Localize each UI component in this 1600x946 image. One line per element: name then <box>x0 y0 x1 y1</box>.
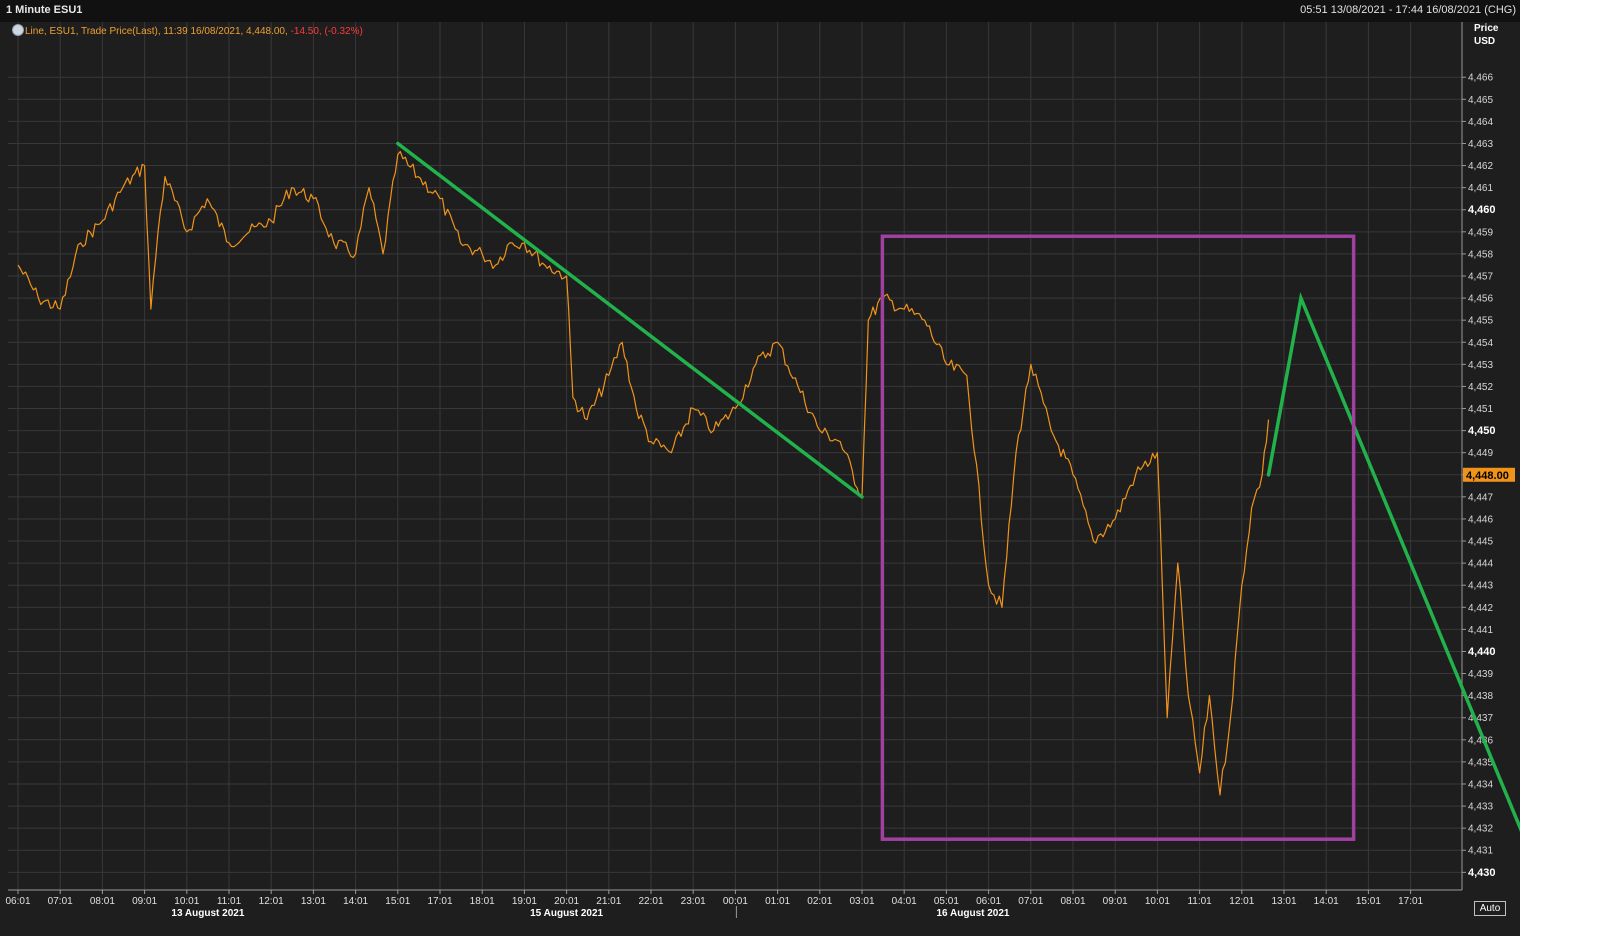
y-tick-label: 4,459 <box>1468 227 1493 238</box>
y-tick-label: 4,462 <box>1468 161 1493 172</box>
last-price-label: 4,448.00 <box>1466 470 1509 482</box>
y-tick-label: 4,434 <box>1468 779 1493 790</box>
y-tick-label: 4,430 <box>1468 867 1496 879</box>
y-tick-label: 4,431 <box>1468 846 1493 857</box>
x-tick-label: 01:01 <box>765 896 790 907</box>
y-tick-label: 4,438 <box>1468 691 1493 702</box>
y-tick-label: 4,460 <box>1468 204 1496 216</box>
y-tick-label: 4,445 <box>1468 537 1493 548</box>
x-tick-label: 12:01 <box>259 896 284 907</box>
highlight-box <box>880 234 1356 841</box>
y-tick-label: 4,435 <box>1468 757 1493 768</box>
date-range[interactable]: 05:51 13/08/2021 - 17:44 16/08/2021 (CHG… <box>1300 4 1516 16</box>
x-tick-label: 17:01 <box>1398 896 1423 907</box>
y-tick-label: 4,465 <box>1468 95 1493 106</box>
y-tick-label: 4,455 <box>1468 316 1493 327</box>
y-tick-label: 4,461 <box>1468 183 1493 194</box>
chart-window: 4,430 4,431 4,432 4,433 4,434 4,435 4,436 4,437… <box>0 0 1520 936</box>
y-tick-label: 4,458 <box>1468 249 1493 260</box>
x-tick-label: 03:01 <box>849 896 874 907</box>
y-tick-label: 4,441 <box>1468 625 1493 636</box>
x-tick-label: 21:01 <box>596 896 621 907</box>
y-tick-label: 4,451 <box>1468 404 1493 415</box>
legend-text: Line, ESU1, Trade Price(Last), 11:39 16/… <box>25 26 291 37</box>
x-tick-label: 12:01 <box>1229 896 1254 907</box>
x-tick-label: 15:01 <box>385 896 410 907</box>
last-price-tag <box>1463 467 1515 482</box>
trendline <box>396 141 864 499</box>
x-tick-label: 08:01 <box>90 896 115 907</box>
x-tick-label: 15:01 <box>1356 896 1381 907</box>
x-tick-label: 05:01 <box>934 896 959 907</box>
price-line <box>17 150 1270 796</box>
chart-legend[interactable]: Line, ESU1, Trade Price(Last), 11:39 16/… <box>12 24 363 37</box>
x-tick-label: 04:01 <box>892 896 917 907</box>
y-tick-label: 4,436 <box>1468 735 1493 746</box>
window-title: 1 Minute ESU1 <box>6 4 83 16</box>
y-tick-label: 4,466 <box>1468 73 1493 84</box>
y-tick-label: 4,464 <box>1468 117 1493 128</box>
price-axis-currency: USD <box>1474 36 1496 47</box>
x-tick-label: 19:01 <box>512 896 537 907</box>
x-tick-label: 09:01 <box>1103 896 1128 907</box>
y-tick-label: 4,452 <box>1468 382 1493 393</box>
x-tick-label: 02:01 <box>807 896 832 907</box>
price-axis-title: Price <box>1474 23 1499 34</box>
y-tick-label: 4,453 <box>1468 360 1493 371</box>
y-tick-label: 4,440 <box>1468 646 1496 658</box>
x-tick-label: 13:01 <box>1271 896 1296 907</box>
y-tick-label: 4,437 <box>1468 713 1493 724</box>
y-tick-label: 4,463 <box>1468 139 1493 150</box>
auto-scale-button[interactable]: Auto <box>1474 901 1506 916</box>
price-chart[interactable]: 4,430 4,431 4,432 4,433 4,434 4,435 4,436 4,437… <box>0 0 1520 936</box>
x-tick-label: 09:01 <box>132 896 157 907</box>
x-tick-label: 20:01 <box>554 896 579 907</box>
x-tick-label: 06:01 <box>976 896 1001 907</box>
x-tick-label: 11:01 <box>217 896 242 907</box>
y-tick-label: 4,449 <box>1468 448 1493 459</box>
x-tick-label: 11:01 <box>1187 896 1212 907</box>
x-tick-label: 06:01 <box>5 896 30 907</box>
y-tick-label: 4,446 <box>1468 514 1493 525</box>
y-tick-label: 4,457 <box>1468 271 1493 282</box>
y-tick-label: 4,443 <box>1468 581 1493 592</box>
y-tick-label: 4,450 <box>1468 425 1496 437</box>
trendline <box>1266 291 1520 833</box>
x-tick-label: 17:01 <box>427 896 452 907</box>
y-tick-label: 4,432 <box>1468 824 1493 835</box>
y-tick-label: 4,447 <box>1468 492 1493 503</box>
x-tick-label: 14:01 <box>1314 896 1339 907</box>
chart-settings-icon[interactable] <box>12 24 24 36</box>
x-tick-label: 10:01 <box>1145 896 1170 907</box>
x-tick-label: 14:01 <box>343 896 368 907</box>
x-tick-label: 18:01 <box>470 896 495 907</box>
date-label: 13 August 2021 <box>171 908 244 919</box>
y-tick-label: 4,454 <box>1468 338 1493 349</box>
window-titlebar: 1 Minute ESU1 05:51 13/08/2021 - 17:44 1… <box>0 0 1520 22</box>
x-tick-label: 10:01 <box>174 896 199 907</box>
y-tick-label: 4,442 <box>1468 603 1493 614</box>
y-tick-label: 4,456 <box>1468 294 1493 305</box>
x-tick-label: 22:01 <box>638 896 663 907</box>
x-tick-label: 00:01 <box>723 896 748 907</box>
x-tick-label: 08:01 <box>1060 896 1085 907</box>
x-tick-label: 07:01 <box>1018 896 1043 907</box>
date-label: 16 August 2021 <box>937 908 1010 919</box>
price-axis-header: Price USD <box>1474 22 1498 48</box>
y-tick-label: 4,439 <box>1468 669 1493 680</box>
y-tick-label: 4,444 <box>1468 559 1493 570</box>
x-tick-label: 13:01 <box>301 896 326 907</box>
date-label: 15 August 2021 <box>530 908 603 919</box>
legend-change: -14.50, (-0.32%) <box>290 26 363 37</box>
y-tick-label: 4,433 <box>1468 802 1493 813</box>
x-tick-label: 23:01 <box>681 896 706 907</box>
x-tick-label: 07:01 <box>48 896 73 907</box>
